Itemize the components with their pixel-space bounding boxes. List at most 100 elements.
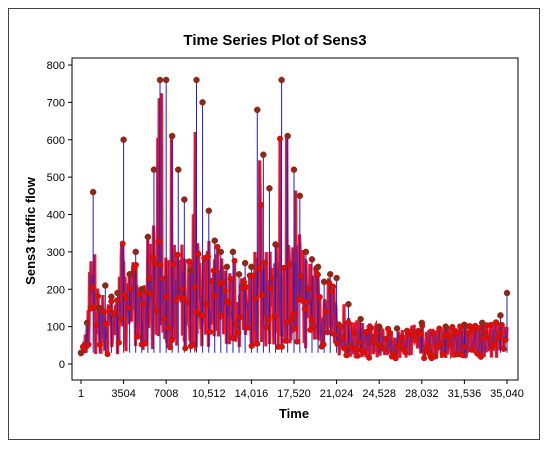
data-point [259,292,266,299]
data-point [494,334,501,341]
data-point [301,306,308,313]
data-point [453,351,460,358]
data-point [447,334,454,341]
data-point [222,287,229,294]
data-point [212,292,219,299]
data-point [316,294,323,301]
data-point [479,335,486,342]
data-point [93,322,100,329]
data-point [95,304,103,312]
chart-title: Time Series Plot of Sens3 [183,32,366,49]
data-point [290,166,298,173]
data-point [237,314,244,321]
data-point [83,319,91,327]
data-point [241,259,249,267]
data-point [381,346,388,353]
data-point [476,325,483,332]
data-point [460,343,467,350]
x-tick-label: 31,536 [448,388,482,400]
y-tick-label: 600 [47,135,65,147]
data-point [220,278,227,285]
data-point [278,76,285,84]
data-point [227,275,234,282]
data-point [284,318,291,325]
data-point [337,323,344,330]
x-tick-label: 7008 [154,388,178,400]
data-point [440,350,447,357]
data-point [322,308,329,315]
data-point [191,284,198,291]
data-point [352,345,359,352]
data-point [180,295,187,302]
data-point [417,330,424,337]
data-point [96,341,103,348]
data-point [449,324,456,331]
data-point [341,345,348,352]
data-point [478,319,486,327]
x-tick-label: 35,040 [490,388,524,400]
data-point [138,286,146,293]
data-point [296,192,304,200]
data-point [123,295,130,302]
data-point [302,248,310,256]
data-point [386,329,393,336]
data-point [208,277,215,284]
data-point [187,267,194,274]
data-point [430,330,437,337]
data-point [140,301,147,308]
x-axis-label: Time [279,406,309,421]
data-point [195,251,202,258]
data-point [77,349,85,357]
x-tick-label: 3504 [111,388,135,400]
data-point [258,201,265,208]
data-point [503,289,511,297]
data-point [182,345,189,352]
x-tick-label: 21,024 [320,388,354,400]
data-point [438,340,445,347]
data-point [496,329,503,336]
data-point [193,76,200,84]
data-point [114,297,121,304]
data-point [199,99,206,106]
data-point [481,329,488,336]
data-point [159,275,166,282]
data-point [303,298,310,305]
data-point [356,338,363,345]
data-point [314,263,322,271]
data-point [297,273,304,280]
data-point [256,265,263,272]
data-point [369,339,376,346]
data-point [126,271,133,278]
data-point [375,323,383,330]
data-point [266,185,273,192]
y-tick-label: 500 [47,172,65,184]
data-point [497,312,504,319]
data-point [151,260,158,267]
data-point [254,340,261,347]
data-point [364,328,371,335]
data-point [485,334,492,341]
data-point [204,253,211,260]
data-point [345,300,352,308]
data-point [163,293,170,300]
data-point [117,315,124,322]
data-point [354,352,361,359]
data-point [106,305,113,312]
data-point [307,326,314,333]
data-point [218,312,225,319]
data-point [184,299,191,306]
data-point [267,285,274,292]
data-point [211,237,218,244]
data-point [242,283,249,290]
data-point [132,261,139,268]
data-point [178,285,185,292]
x-tick-label: 24,528 [362,388,396,400]
data-point [229,334,236,341]
data-point [345,319,352,326]
data-point [241,279,248,286]
data-point [458,351,465,358]
data-point [250,272,257,279]
data-point [487,322,494,329]
data-point [144,233,152,241]
data-point [120,136,127,143]
